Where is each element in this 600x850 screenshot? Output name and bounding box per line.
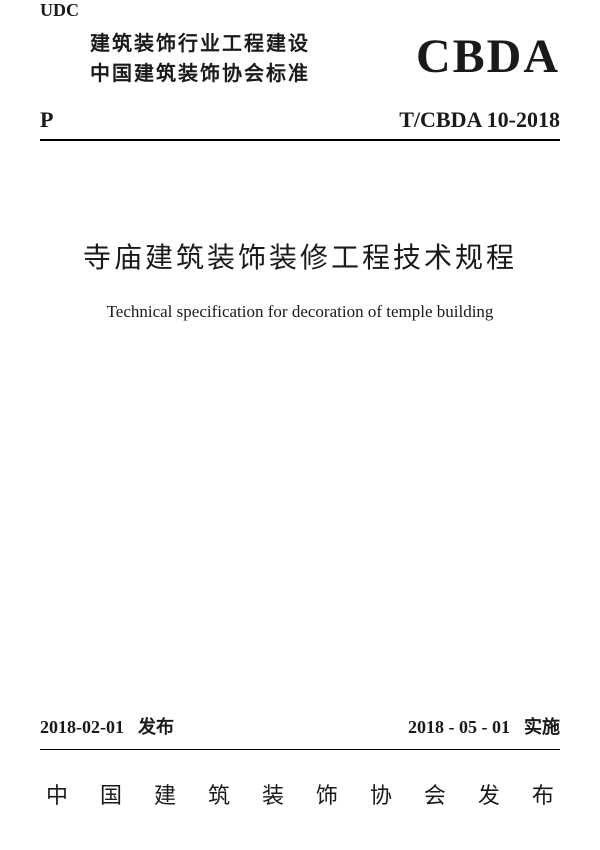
header-block: 建筑装饰行业工程建设 中国建筑装饰协会标准 CBDA (40, 29, 560, 89)
udc-label: UDC (40, 0, 560, 21)
publisher-char: 饰 (316, 778, 338, 810)
issue-date: 2018-02-01 (40, 717, 124, 737)
publisher-char: 国 (100, 778, 122, 810)
publisher-action: 布 (532, 778, 554, 810)
publisher-action: 发 (478, 778, 500, 810)
issue-label: 发布 (138, 717, 174, 737)
dates-row: 2018-02-01 发布 2018 - 05 - 01 实施 (40, 713, 560, 739)
publisher-row: 中 国 建 筑 装 饰 协 会 发 布 (40, 778, 560, 810)
publisher-char: 会 (424, 778, 446, 810)
issue-block: 2018-02-01 发布 (40, 713, 174, 739)
effective-date: 2018 - 05 - 01 (408, 717, 510, 737)
standard-code: T/CBDA 10-2018 (399, 107, 560, 133)
issuing-org: 建筑装饰行业工程建设 中国建筑装饰协会标准 (90, 29, 310, 89)
effective-block: 2018 - 05 - 01 实施 (408, 713, 560, 739)
title-english: Technical specification for decoration o… (40, 302, 560, 322)
org-line-2: 中国建筑装饰协会标准 (90, 59, 310, 89)
bottom-rule (40, 749, 560, 750)
publisher-char: 中 (46, 778, 68, 810)
classification-p: P (40, 107, 53, 133)
code-row: P T/CBDA 10-2018 (40, 107, 560, 133)
org-line-1: 建筑装饰行业工程建设 (90, 29, 310, 59)
title-chinese: 寺庙建筑装饰装修工程技术规程 (40, 236, 560, 276)
document-page: UDC 建筑装饰行业工程建设 中国建筑装饰协会标准 CBDA P T/CBDA … (0, 0, 600, 850)
effective-label: 实施 (524, 717, 560, 737)
title-area: 寺庙建筑装饰装修工程技术规程 Technical specification f… (40, 141, 560, 713)
publisher-char: 建 (154, 778, 176, 810)
publisher-char: 装 (262, 778, 284, 810)
cbda-logo: CBDA (416, 33, 560, 81)
publisher-char: 筑 (208, 778, 230, 810)
publisher-char: 协 (370, 778, 392, 810)
